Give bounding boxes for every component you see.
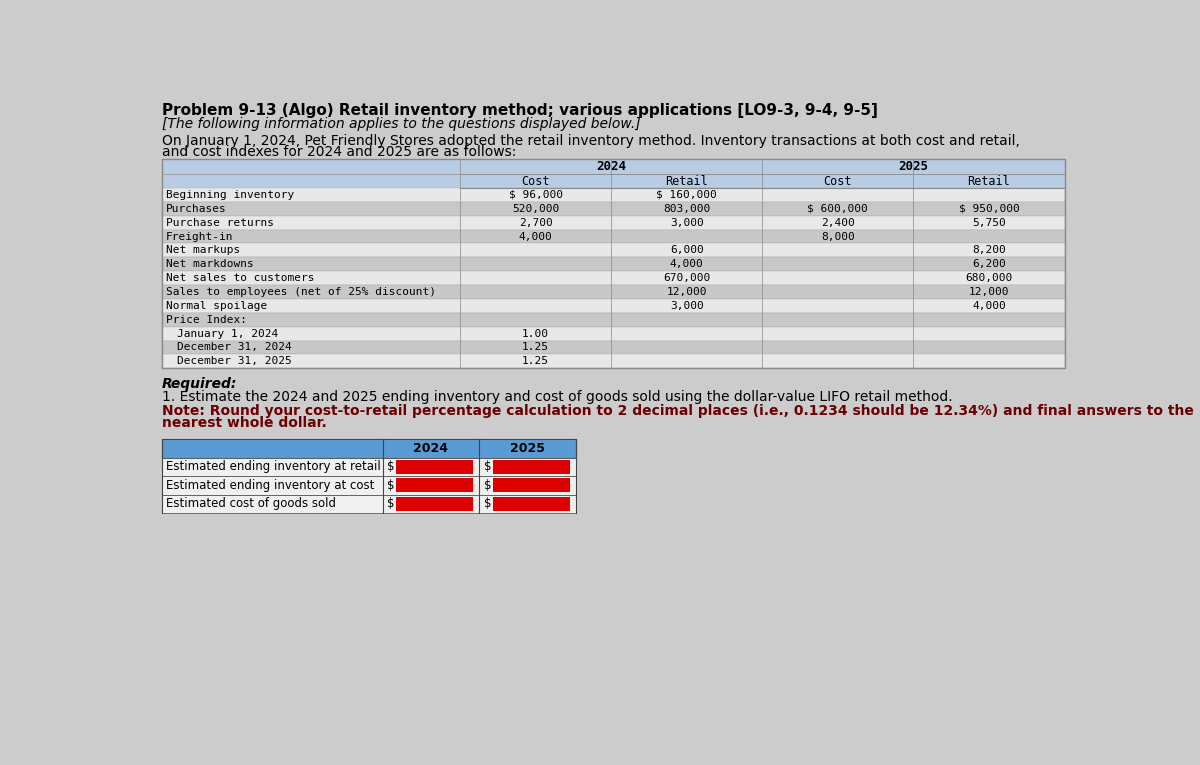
Text: Purchases: Purchases xyxy=(166,203,227,214)
Bar xyxy=(162,340,1064,354)
Text: Cost: Cost xyxy=(521,174,550,187)
Text: [The following information applies to the questions displayed below.]: [The following information applies to th… xyxy=(162,117,641,132)
Text: 520,000: 520,000 xyxy=(512,203,559,214)
Text: 8,000: 8,000 xyxy=(821,232,854,242)
Text: 5,750: 5,750 xyxy=(972,218,1006,228)
Text: 2,700: 2,700 xyxy=(518,218,552,228)
Bar xyxy=(162,313,1064,327)
Text: 2024: 2024 xyxy=(596,160,626,173)
Text: $: $ xyxy=(484,479,492,492)
Text: 2024: 2024 xyxy=(414,442,449,455)
Text: Problem 9-13 (Algo) Retail inventory method; various applications [LO9-3, 9-4, 9: Problem 9-13 (Algo) Retail inventory met… xyxy=(162,103,877,119)
Text: Sales to employees (net of 25% discount): Sales to employees (net of 25% discount) xyxy=(166,287,436,297)
Text: 1.00: 1.00 xyxy=(522,329,550,339)
Text: nearest whole dollar.: nearest whole dollar. xyxy=(162,416,326,430)
Text: $: $ xyxy=(388,497,395,510)
Text: and cost indexes for 2024 and 2025 are as follows:: and cost indexes for 2024 and 2025 are a… xyxy=(162,145,516,159)
Text: $: $ xyxy=(484,461,492,474)
Bar xyxy=(162,439,576,457)
Bar xyxy=(493,496,570,511)
Text: $ 96,000: $ 96,000 xyxy=(509,190,563,200)
Text: $ 160,000: $ 160,000 xyxy=(656,190,718,200)
Text: 4,000: 4,000 xyxy=(670,259,703,269)
Text: Retail: Retail xyxy=(967,174,1010,187)
Bar xyxy=(162,272,1064,285)
Bar xyxy=(162,202,1064,216)
Bar xyxy=(162,216,1064,230)
Text: Required:: Required: xyxy=(162,377,238,392)
Text: 2025: 2025 xyxy=(510,442,545,455)
Text: Net sales to customers: Net sales to customers xyxy=(166,273,314,283)
Text: Cost: Cost xyxy=(823,174,852,187)
Bar xyxy=(162,476,576,494)
Text: Net markdowns: Net markdowns xyxy=(166,259,253,269)
Text: December 31, 2025: December 31, 2025 xyxy=(178,356,292,366)
Text: 680,000: 680,000 xyxy=(965,273,1013,283)
Text: 6,000: 6,000 xyxy=(670,246,703,256)
Bar xyxy=(162,299,1064,313)
Text: Net markups: Net markups xyxy=(166,246,240,256)
Bar xyxy=(162,159,1064,174)
Text: $: $ xyxy=(388,461,395,474)
Bar xyxy=(162,230,1064,243)
Text: 1.25: 1.25 xyxy=(522,343,550,353)
Text: $: $ xyxy=(484,497,492,510)
Text: Normal spoilage: Normal spoilage xyxy=(166,301,266,311)
Text: 4,000: 4,000 xyxy=(518,232,552,242)
Bar xyxy=(162,457,576,476)
Bar xyxy=(493,460,570,474)
Text: 1. Estimate the 2024 and 2025 ending inventory and cost of goods sold using the : 1. Estimate the 2024 and 2025 ending inv… xyxy=(162,390,953,404)
Text: 2025: 2025 xyxy=(899,160,929,173)
Bar xyxy=(493,478,570,492)
Bar xyxy=(162,354,1064,368)
Text: December 31, 2024: December 31, 2024 xyxy=(178,343,292,353)
Text: 4,000: 4,000 xyxy=(972,301,1006,311)
Text: 12,000: 12,000 xyxy=(666,287,707,297)
Text: 8,200: 8,200 xyxy=(972,246,1006,256)
Text: 6,200: 6,200 xyxy=(972,259,1006,269)
Text: $ 600,000: $ 600,000 xyxy=(808,203,868,214)
Bar xyxy=(162,188,1064,202)
Bar xyxy=(162,494,576,513)
Text: 2,400: 2,400 xyxy=(821,218,854,228)
Text: Beginning inventory: Beginning inventory xyxy=(166,190,294,200)
Bar xyxy=(162,327,1064,340)
Text: Estimated ending inventory at cost: Estimated ending inventory at cost xyxy=(166,479,374,492)
Bar xyxy=(396,496,473,511)
Bar xyxy=(162,159,1064,368)
Text: Freight-in: Freight-in xyxy=(166,232,233,242)
Text: Price Index:: Price Index: xyxy=(166,314,246,324)
Text: 1.25: 1.25 xyxy=(522,356,550,366)
Bar xyxy=(396,460,473,474)
Text: Purchase returns: Purchase returns xyxy=(166,218,274,228)
Text: January 1, 2024: January 1, 2024 xyxy=(178,329,278,339)
Bar xyxy=(162,285,1064,299)
Text: Estimated cost of goods sold: Estimated cost of goods sold xyxy=(166,497,336,510)
Bar xyxy=(162,174,1064,188)
Text: Note: Round your cost-to-retail percentage calculation to 2 decimal places (i.e.: Note: Round your cost-to-retail percenta… xyxy=(162,404,1194,418)
Text: On January 1, 2024, Pet Friendly Stores adopted the retail inventory method. Inv: On January 1, 2024, Pet Friendly Stores … xyxy=(162,134,1020,148)
Text: $: $ xyxy=(388,479,395,492)
Text: Retail: Retail xyxy=(665,174,708,187)
Text: 670,000: 670,000 xyxy=(664,273,710,283)
Text: 3,000: 3,000 xyxy=(670,218,703,228)
Bar xyxy=(396,478,473,492)
Bar xyxy=(162,243,1064,257)
Text: 12,000: 12,000 xyxy=(968,287,1009,297)
Text: 3,000: 3,000 xyxy=(670,301,703,311)
Bar xyxy=(162,257,1064,272)
Text: $ 950,000: $ 950,000 xyxy=(959,203,1019,214)
Text: Estimated ending inventory at retail: Estimated ending inventory at retail xyxy=(166,461,380,474)
Text: 803,000: 803,000 xyxy=(664,203,710,214)
